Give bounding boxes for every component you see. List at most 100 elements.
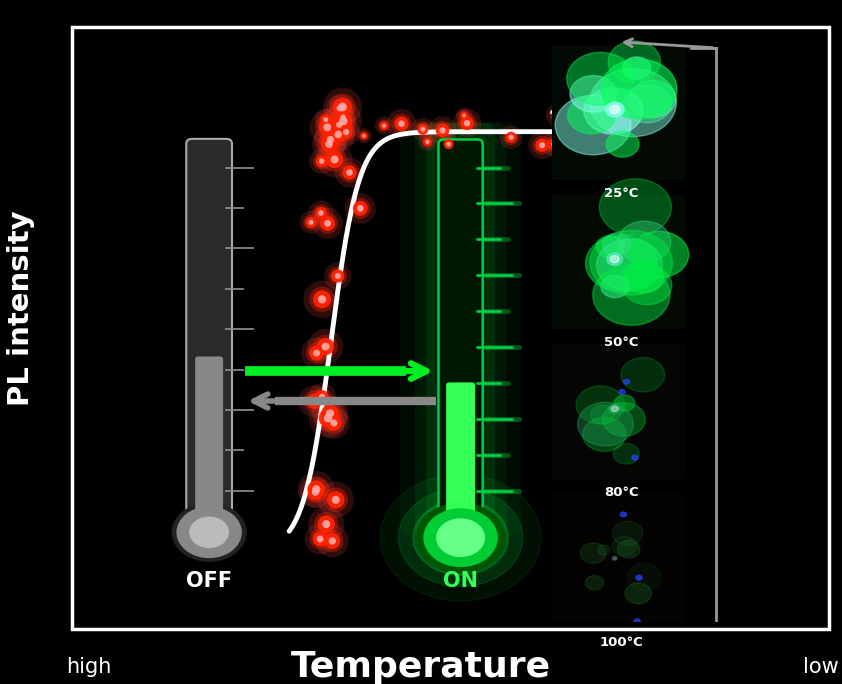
Point [326, 536, 339, 547]
Circle shape [585, 235, 658, 291]
Point [461, 118, 474, 129]
Point [319, 518, 333, 529]
Point [436, 124, 450, 135]
Point [589, 145, 602, 156]
Point [323, 408, 337, 419]
Point [319, 518, 333, 529]
FancyBboxPatch shape [426, 122, 495, 536]
Point [329, 495, 343, 505]
Point [324, 134, 338, 145]
Point [421, 136, 434, 147]
Point [584, 130, 597, 141]
Point [584, 130, 597, 141]
Circle shape [596, 236, 624, 258]
Point [319, 114, 333, 125]
Point [315, 156, 328, 167]
Point [319, 114, 333, 125]
Circle shape [605, 102, 624, 117]
Circle shape [567, 52, 634, 105]
Circle shape [173, 503, 246, 561]
Point [319, 341, 333, 352]
Point [333, 119, 346, 130]
Circle shape [610, 105, 620, 114]
Point [461, 118, 474, 129]
Point [461, 118, 474, 129]
Point [310, 347, 323, 358]
Point [313, 534, 327, 544]
FancyBboxPatch shape [195, 356, 223, 517]
Point [322, 412, 335, 423]
Circle shape [613, 443, 639, 464]
Point [322, 139, 336, 150]
Point [336, 101, 349, 112]
Point [307, 396, 321, 407]
Point [323, 408, 337, 419]
Point [442, 139, 456, 150]
Circle shape [417, 503, 504, 572]
Point [357, 131, 370, 142]
Circle shape [618, 221, 671, 263]
Point [336, 111, 349, 122]
Circle shape [610, 256, 619, 263]
Point [354, 203, 367, 214]
Point [504, 132, 518, 143]
Point [321, 122, 334, 133]
Circle shape [612, 521, 643, 545]
Point [552, 120, 566, 131]
Point [589, 145, 602, 156]
Circle shape [570, 76, 616, 112]
Point [310, 347, 323, 358]
Circle shape [621, 358, 665, 392]
Point [547, 139, 561, 150]
Circle shape [609, 404, 621, 414]
Point [307, 396, 321, 407]
Point [315, 156, 328, 167]
Circle shape [380, 475, 541, 601]
Point [589, 145, 602, 156]
Point [354, 203, 367, 214]
Text: ON: ON [443, 570, 478, 590]
Circle shape [568, 96, 615, 134]
Point [322, 139, 336, 150]
Point [436, 124, 450, 135]
Point [307, 396, 321, 407]
Circle shape [583, 417, 626, 451]
Circle shape [598, 545, 610, 555]
Point [319, 341, 333, 352]
Point [310, 484, 323, 495]
Circle shape [613, 557, 616, 560]
Point [337, 116, 350, 127]
Point [326, 536, 339, 547]
Circle shape [619, 390, 625, 395]
Point [315, 294, 328, 305]
Point [307, 396, 321, 407]
Point [314, 207, 328, 218]
Point [337, 116, 350, 127]
Point [395, 118, 408, 129]
Circle shape [413, 501, 508, 575]
Circle shape [606, 131, 639, 157]
Circle shape [625, 583, 652, 604]
Text: 25°C: 25°C [605, 187, 638, 200]
Point [321, 122, 334, 133]
Point [331, 270, 344, 281]
Point [552, 120, 566, 131]
Point [584, 130, 597, 141]
Point [457, 110, 471, 121]
Circle shape [585, 575, 604, 590]
Point [328, 418, 341, 429]
Point [536, 140, 549, 150]
Circle shape [636, 575, 642, 580]
Point [322, 412, 335, 423]
Point [328, 154, 341, 165]
Point [319, 518, 333, 529]
Point [552, 120, 566, 131]
Circle shape [607, 253, 622, 265]
Point [504, 132, 518, 143]
Point [333, 119, 346, 130]
Point [309, 487, 322, 498]
Point [309, 487, 322, 498]
Point [319, 518, 333, 529]
Point [321, 218, 334, 229]
Point [324, 134, 338, 145]
